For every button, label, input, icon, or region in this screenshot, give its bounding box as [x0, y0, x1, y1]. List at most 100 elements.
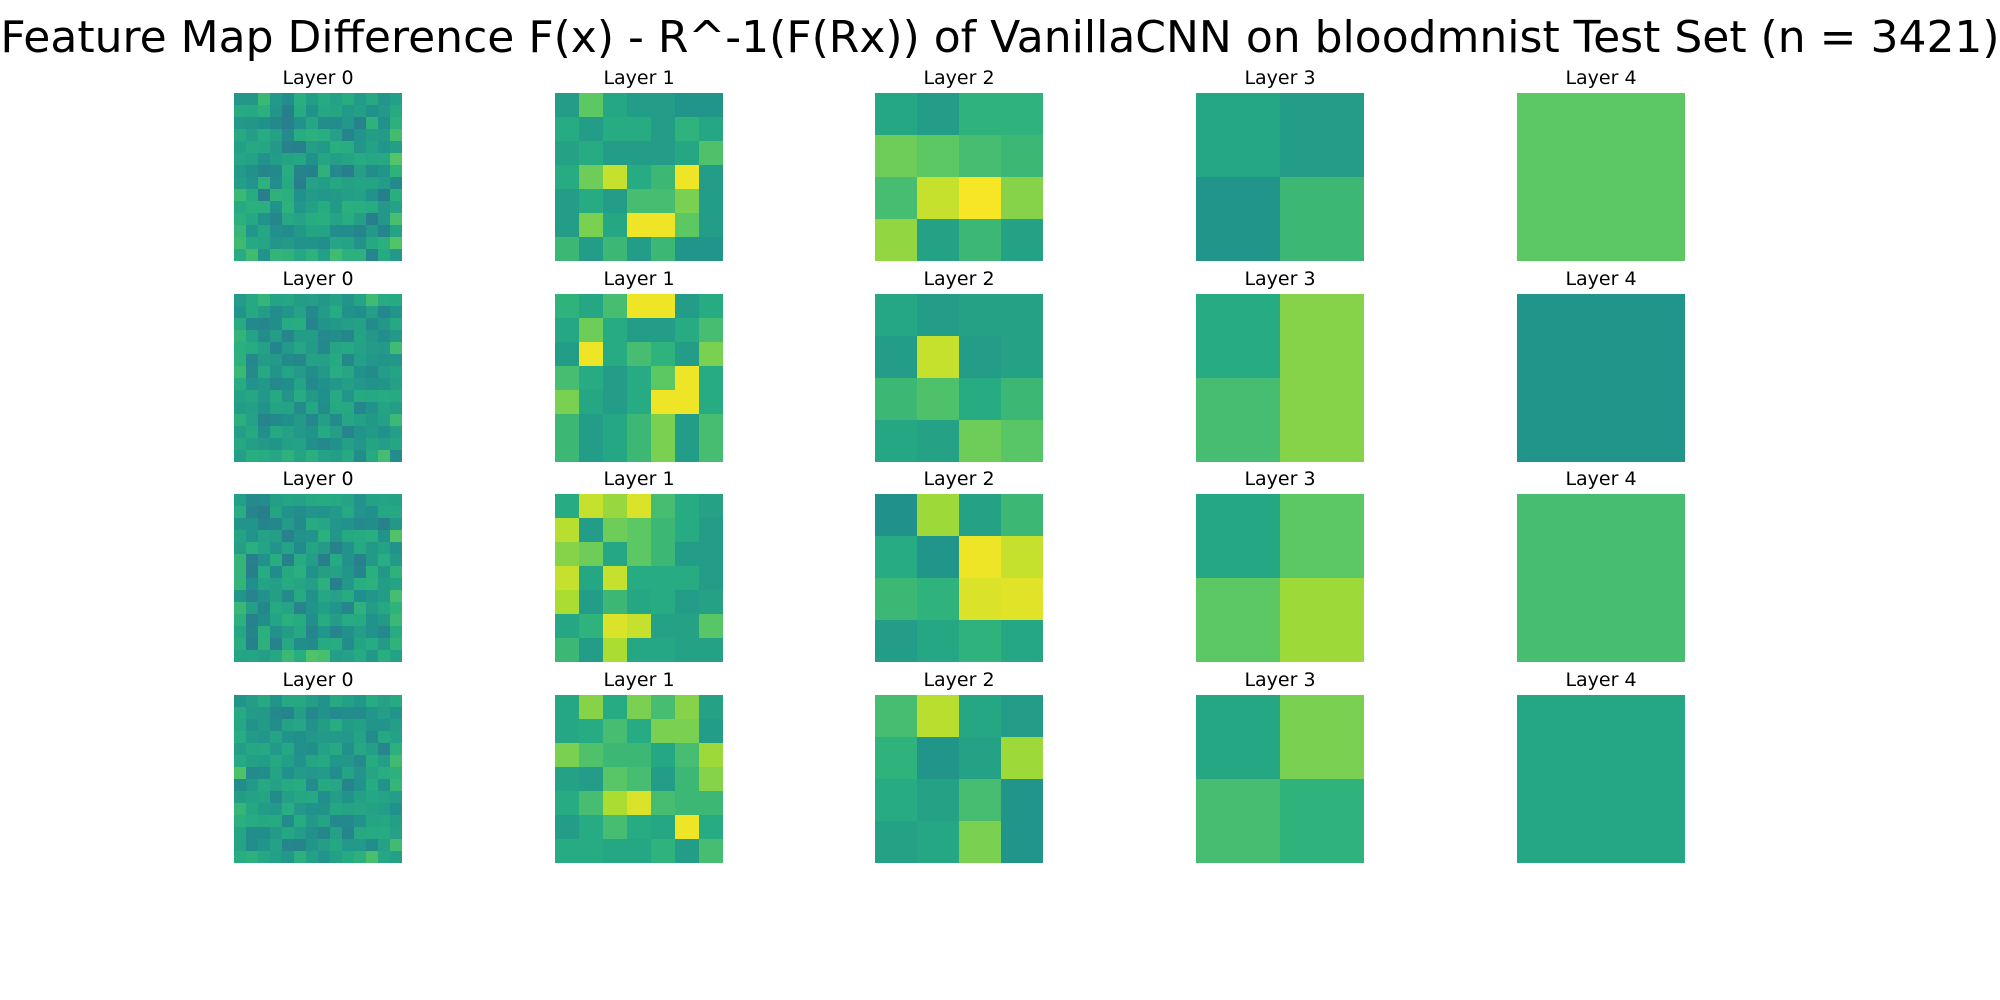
heatmap-cell	[699, 719, 723, 744]
heatmap-cell	[699, 366, 723, 391]
heatmap-cell	[270, 638, 283, 651]
heatmap-cell	[378, 249, 391, 261]
heatmap-cell	[258, 177, 271, 190]
heatmap-cell	[627, 590, 652, 615]
heatmap-cell	[330, 237, 343, 250]
heatmap-cell	[318, 141, 331, 154]
heatmap-cell	[294, 755, 307, 768]
heatmap-cell	[1001, 93, 1043, 136]
heatmap-cell	[330, 201, 343, 214]
heatmap-cell	[282, 378, 295, 391]
heatmap-cell	[270, 378, 283, 391]
heatmap-cell	[234, 354, 247, 367]
heatmap-cell	[699, 342, 723, 367]
heatmap-cell	[318, 506, 331, 519]
heatmap-cell	[1517, 294, 1685, 462]
heatmap-cell	[258, 306, 271, 319]
heatmap-cell	[579, 414, 604, 439]
heatmap-cell	[294, 494, 307, 507]
heatmap-cell	[258, 225, 271, 238]
heatmap-cell	[342, 530, 355, 543]
heatmap-cell	[258, 189, 271, 202]
heatmap-cell	[270, 554, 283, 567]
heatmap-cell	[390, 815, 402, 828]
heatmap-cell	[1001, 294, 1043, 337]
heatmap-cell	[342, 93, 355, 106]
heatmap-cell	[306, 755, 319, 768]
heatmap-cell	[959, 578, 1002, 621]
heatmap-cell	[246, 366, 259, 379]
heatmap-cell	[294, 566, 307, 579]
heatmap-cell	[330, 105, 343, 118]
heatmap-cell	[378, 626, 391, 639]
heatmap-cell	[390, 237, 402, 250]
heatmap-cell	[306, 506, 319, 519]
heatmap-cell	[342, 342, 355, 355]
heatmap-panel: Layer 2	[809, 67, 1109, 267]
heatmap-cell	[917, 378, 960, 421]
heatmap-cell	[294, 851, 307, 863]
heatmap-cell	[603, 213, 628, 238]
heatmap-cell	[627, 791, 652, 816]
heatmap-cell	[390, 530, 402, 543]
heatmap-cell	[627, 695, 652, 720]
heatmap-cell	[378, 815, 391, 828]
heatmap-cell	[675, 117, 700, 142]
heatmap-cell	[627, 213, 652, 238]
heatmap-cell	[959, 620, 1002, 662]
heatmap-cell	[318, 342, 331, 355]
heatmap-cell	[959, 821, 1002, 863]
heatmap-cell	[378, 650, 391, 662]
heatmap-cell	[258, 743, 271, 756]
heatmap-cell	[258, 153, 271, 166]
heatmap-cell	[270, 791, 283, 804]
heatmap-cell	[555, 414, 580, 439]
heatmap	[1196, 294, 1364, 462]
heatmap-cell	[282, 153, 295, 166]
heatmap	[555, 294, 723, 462]
heatmap-cell	[330, 791, 343, 804]
heatmap-cell	[258, 390, 271, 403]
heatmap-cell	[294, 390, 307, 403]
heatmap-cell	[699, 141, 723, 166]
heatmap	[555, 494, 723, 662]
heatmap	[234, 294, 402, 462]
heatmap-cell	[258, 542, 271, 555]
heatmap-cell	[1196, 378, 1281, 462]
heatmap-cell	[270, 614, 283, 627]
heatmap-cell	[258, 851, 271, 863]
heatmap-cell	[917, 695, 960, 738]
heatmap-cell	[330, 141, 343, 154]
heatmap-cell	[366, 165, 379, 178]
heatmap-cell	[675, 494, 700, 519]
heatmap-cell	[234, 506, 247, 519]
heatmap-cell	[330, 554, 343, 567]
heatmap-cell	[555, 117, 580, 142]
heatmap-cell	[603, 590, 628, 615]
heatmap-cell	[306, 779, 319, 792]
heatmap-cell	[366, 366, 379, 379]
heatmap-cell	[318, 153, 331, 166]
heatmap-cell	[675, 743, 700, 768]
heatmap-cell	[306, 153, 319, 166]
heatmap-cell	[258, 767, 271, 780]
heatmap-cell	[875, 219, 918, 261]
heatmap-cell	[342, 803, 355, 816]
heatmap-cell	[675, 213, 700, 238]
heatmap-cell	[294, 249, 307, 261]
heatmap-cell	[282, 414, 295, 427]
heatmap-cell	[651, 189, 676, 214]
heatmap-cell	[390, 614, 402, 627]
heatmap-cell	[294, 354, 307, 367]
heatmap-cell	[282, 839, 295, 852]
heatmap-panel: Layer 1	[489, 268, 789, 468]
heatmap-cell	[354, 249, 367, 261]
heatmap-cell	[378, 767, 391, 780]
heatmap-cell	[699, 695, 723, 720]
heatmap-cell	[318, 105, 331, 118]
heatmap-cell	[378, 105, 391, 118]
heatmap-cell	[699, 743, 723, 768]
heatmap-cell	[354, 791, 367, 804]
heatmap-cell	[603, 743, 628, 768]
heatmap-cell	[306, 602, 319, 615]
